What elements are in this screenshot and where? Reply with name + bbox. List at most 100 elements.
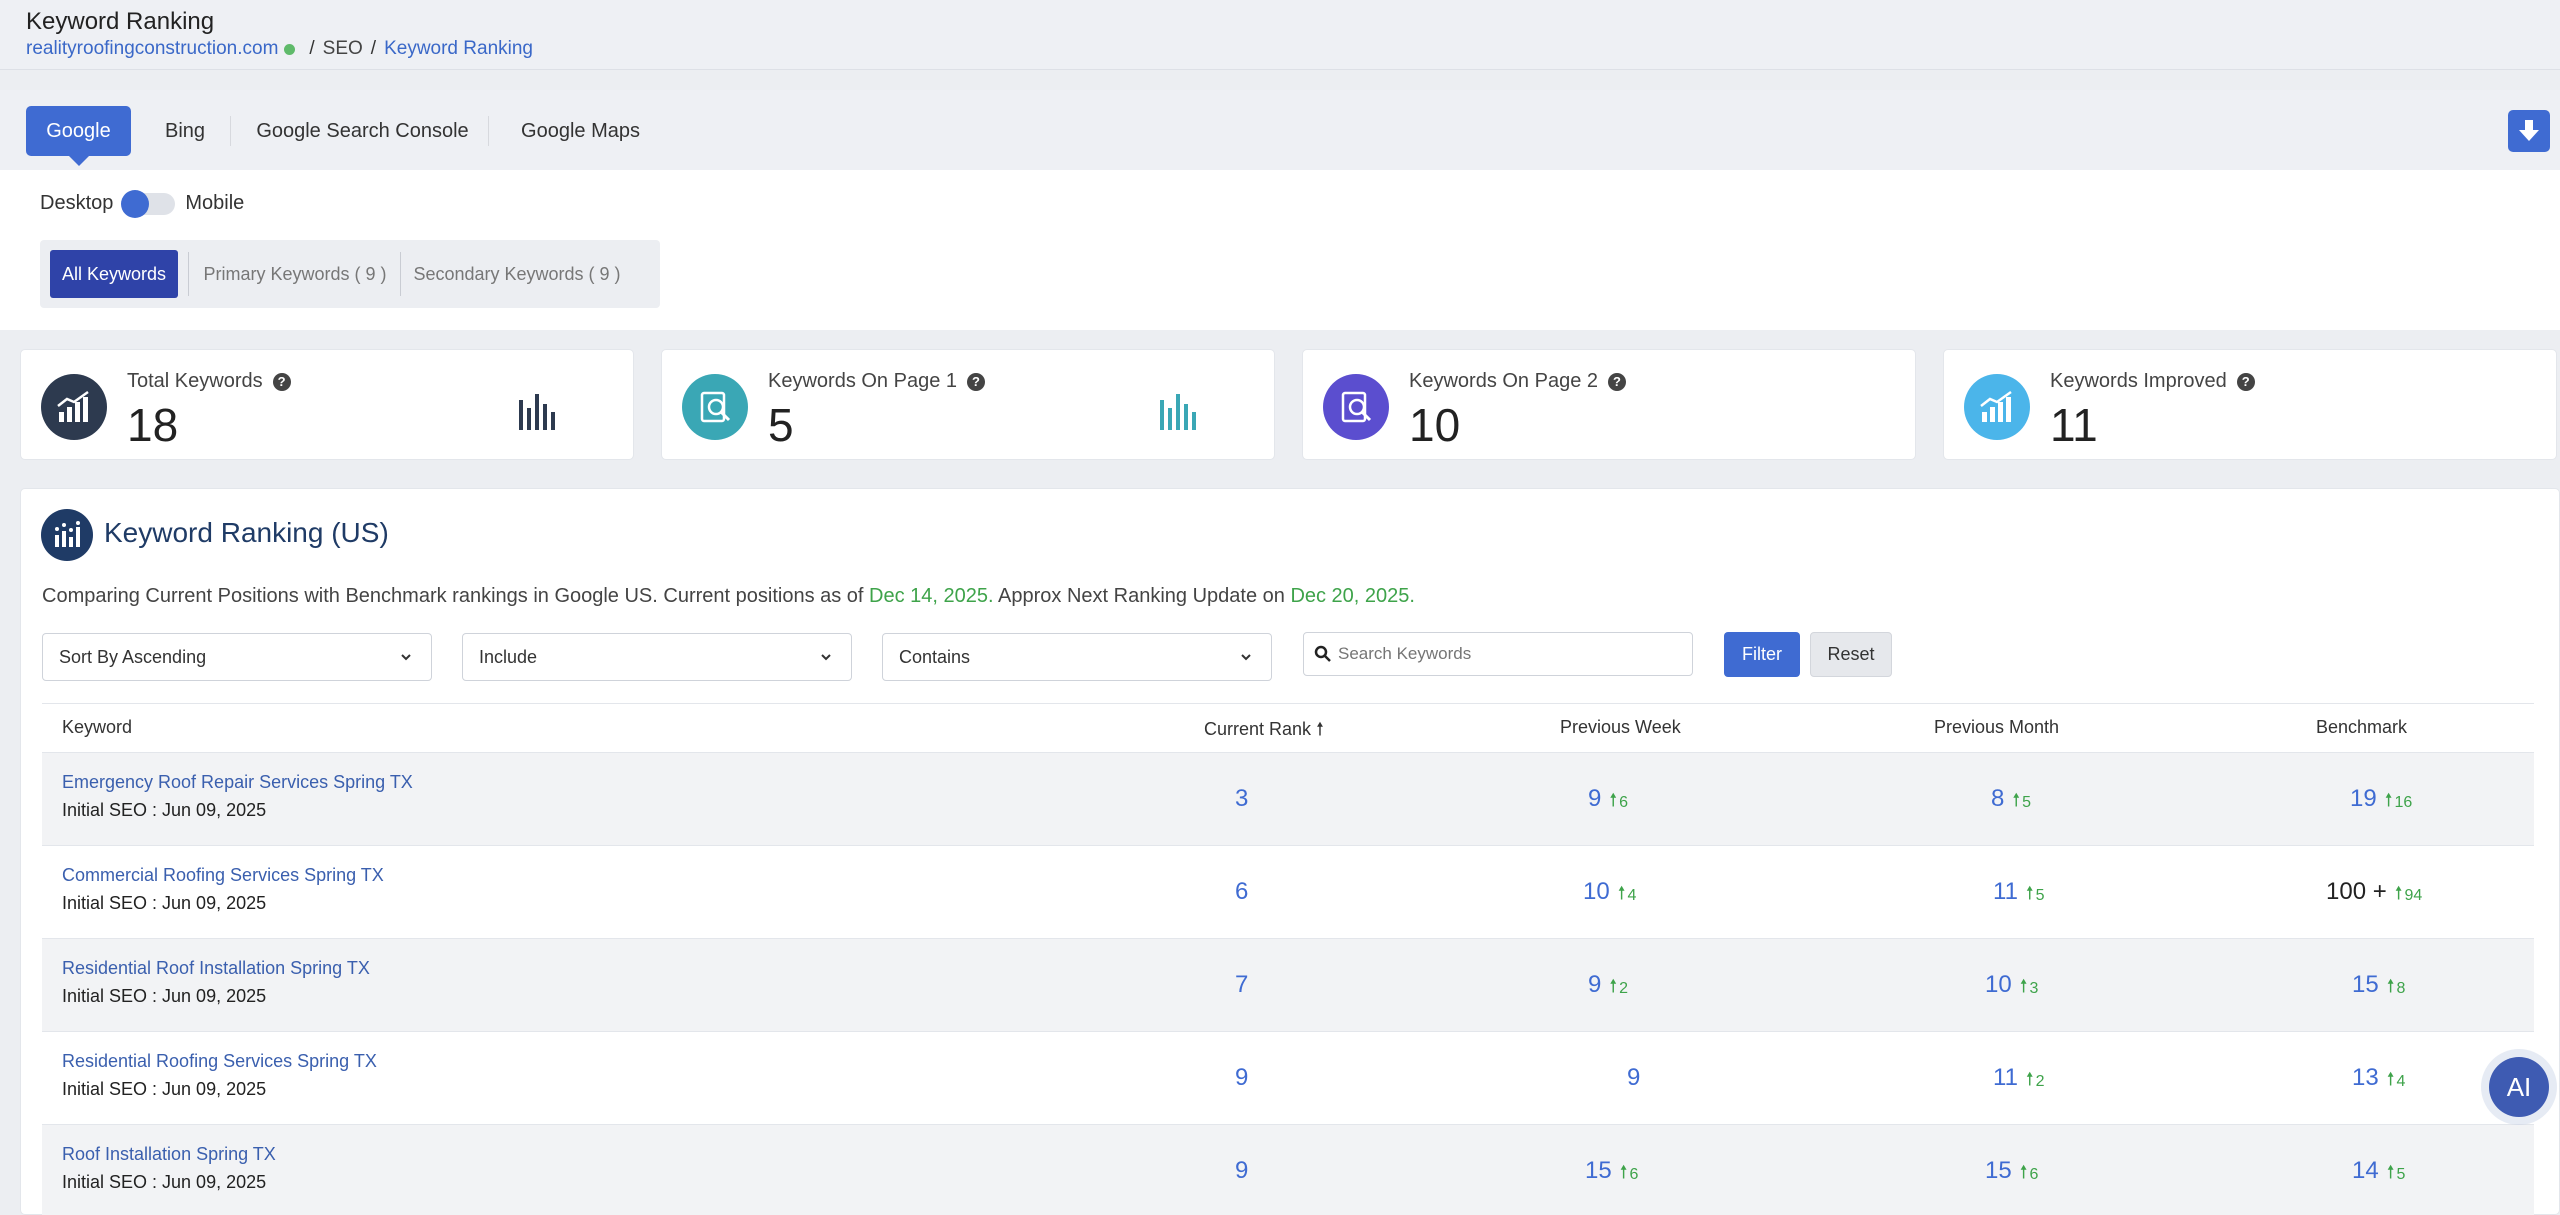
initial-seo-date: Initial SEO : Jun 09, 2025 xyxy=(62,1172,267,1192)
ai-assistant-button[interactable]: AI xyxy=(2489,1057,2549,1117)
rank-change: 🠕 4 xyxy=(1618,881,1637,911)
tab-google-maps[interactable]: Google Maps xyxy=(521,119,640,142)
rank-value: 15 xyxy=(1585,1157,1612,1184)
change-value: 16 xyxy=(2394,794,2413,811)
column-header-keyword[interactable]: Keyword xyxy=(62,717,133,737)
change-value: 4 xyxy=(1627,887,1637,904)
rank-value: 11 xyxy=(1993,878,2018,905)
keyword-link[interactable]: Residential Roofing Services Spring TX xyxy=(62,1051,377,1071)
rank-value: 9 xyxy=(1235,1064,1249,1091)
stat-label-text: Keywords Improved xyxy=(2050,370,2227,392)
device-toggle[interactable] xyxy=(121,189,176,218)
secondary-keywords-button[interactable]: Secondary Keywords ( 9 ) xyxy=(413,263,621,284)
initial-seo-date: Initial SEO : Jun 09, 2025 xyxy=(62,986,267,1006)
column-header-benchmark[interactable]: Benchmark xyxy=(2316,717,2408,737)
current-rank-cell: 3 xyxy=(1235,785,1248,813)
rank-value: 3 xyxy=(1235,785,1249,812)
stat-value: 5 xyxy=(768,399,794,451)
stat-label-text: Keywords On Page 1 xyxy=(768,370,957,392)
status-dot xyxy=(284,43,296,55)
page-header: Keyword Ranking realityroofingconstructi… xyxy=(0,0,2560,70)
stat-label: Keywords Improved? xyxy=(2050,370,2255,393)
rank-change: 🠕 8 xyxy=(2387,974,2406,1004)
chevron-down-icon xyxy=(821,654,831,661)
previous-week-cell: 9 🠕 6 xyxy=(1588,785,1628,818)
arrow-up-icon: 🠕 xyxy=(2019,1162,2028,1182)
current-rank-cell: 9 xyxy=(1235,1157,1248,1185)
primary-keywords-button[interactable]: Primary Keywords ( 9 ) xyxy=(203,263,387,284)
arrow-up-icon: 🠕 xyxy=(2384,790,2393,810)
engine-panel: Google Bing Google Search Console Google… xyxy=(0,90,2560,330)
previous-month-cell: 10 🠕 3 xyxy=(1985,971,2038,1004)
stat-card-improved: Keywords Improved? 11 xyxy=(1943,349,2557,460)
table-row: Emergency Roof Repair Services Spring TX… xyxy=(42,753,2534,846)
contains-select[interactable]: Contains xyxy=(882,633,1272,681)
reset-button[interactable]: Reset xyxy=(1810,632,1892,677)
tab-google-search-console[interactable]: Google Search Console xyxy=(256,119,469,142)
segment-divider xyxy=(188,252,189,296)
keyword-link[interactable]: Emergency Roof Repair Services Spring TX xyxy=(62,772,413,792)
rank-value: 10 xyxy=(1583,878,1610,905)
initial-seo-date: Initial SEO : Jun 09, 2025 xyxy=(62,1079,267,1099)
rank-value: 14 xyxy=(2352,1157,2379,1184)
sort-select[interactable]: Sort By Ascending xyxy=(42,633,432,681)
breadcrumb-separator: / xyxy=(309,38,315,59)
chevron-down-icon xyxy=(401,654,411,661)
rank-change: 🠕 2 xyxy=(2026,1067,2045,1097)
change-value: 3 xyxy=(2029,980,2039,997)
change-value: 6 xyxy=(2029,1166,2039,1183)
tab-bing[interactable]: Bing xyxy=(164,119,206,142)
arrow-up-icon: 🠕 xyxy=(2019,976,2028,996)
keyword-link[interactable]: Commercial Roofing Services Spring TX xyxy=(62,865,384,885)
rank-change: 🠕 3 xyxy=(2020,974,2039,1004)
include-select[interactable]: Include xyxy=(462,633,852,681)
change-value: 6 xyxy=(1629,1166,1639,1183)
search-report-icon xyxy=(682,374,748,440)
toggle-knob xyxy=(121,189,150,218)
help-icon[interactable]: ? xyxy=(2236,372,2255,391)
rank-value: 13 xyxy=(2352,1064,2379,1091)
help-icon[interactable]: ? xyxy=(967,372,985,391)
download-button[interactable] xyxy=(2508,110,2550,152)
chevron-down-icon xyxy=(1241,654,1251,661)
column-header-previous-month[interactable]: Previous Month xyxy=(1934,717,2060,737)
table-row: Residential Roofing Services Spring TX I… xyxy=(42,1032,2534,1125)
column-header-previous-week[interactable]: Previous Week xyxy=(1560,717,1681,737)
filter-button[interactable]: Filter xyxy=(1724,632,1800,677)
segment-divider xyxy=(400,252,401,296)
rank-value: 7 xyxy=(1235,971,1249,998)
change-value: 4 xyxy=(2396,1073,2406,1090)
rank-value: 11 xyxy=(1993,1064,2018,1091)
arrow-up-icon: 🠕 xyxy=(2025,1069,2034,1089)
rank-change: 🠕 6 xyxy=(2020,1160,2039,1190)
rank-change: 🠕 16 xyxy=(2385,788,2413,818)
keyword-link[interactable]: Roof Installation Spring TX xyxy=(62,1144,276,1164)
current-rank-cell: 7 xyxy=(1235,971,1248,999)
benchmark-cell: 13 🠕 4 xyxy=(2352,1064,2405,1097)
breadcrumb-site-link[interactable]: realityroofingconstruction.com xyxy=(26,38,279,59)
search-keywords-input[interactable] xyxy=(1338,644,1678,664)
column-header-current-rank[interactable]: Current Rank 🠕 xyxy=(1204,717,1324,747)
rank-change: 🠕 5 xyxy=(2012,788,2031,818)
growth-chart-icon xyxy=(1964,374,2030,440)
table-row: Residential Roof Installation Spring TX … xyxy=(42,939,2534,1032)
current-date: Dec 14, 2025. xyxy=(869,585,994,607)
keyword-link[interactable]: Residential Roof Installation Spring TX xyxy=(62,958,370,978)
sort-arrow-up-icon: 🠕 xyxy=(1316,719,1324,739)
rank-value: 10 xyxy=(1985,971,2012,998)
help-icon[interactable]: ? xyxy=(272,372,291,391)
mobile-label: Mobile xyxy=(185,192,245,214)
description-text: Comparing Current Positions with Benchma… xyxy=(42,585,870,607)
breadcrumb-current[interactable]: Keyword Ranking xyxy=(384,38,533,59)
previous-week-cell: 10 🠕 4 xyxy=(1583,878,1636,911)
all-keywords-button[interactable]: All Keywords xyxy=(50,250,178,298)
help-icon[interactable]: ? xyxy=(1608,372,1626,391)
previous-month-cell: 15 🠕 6 xyxy=(1985,1157,2038,1190)
rank-value: 100 + xyxy=(2326,878,2387,905)
change-value: 5 xyxy=(2035,887,2045,904)
growth-chart-icon xyxy=(41,374,107,440)
arrow-up-icon: 🠕 xyxy=(1609,976,1618,996)
stat-label-text: Total Keywords xyxy=(127,370,263,392)
rank-change: 🠕 2 xyxy=(1609,974,1628,1004)
tab-google[interactable]: Google xyxy=(26,106,131,166)
